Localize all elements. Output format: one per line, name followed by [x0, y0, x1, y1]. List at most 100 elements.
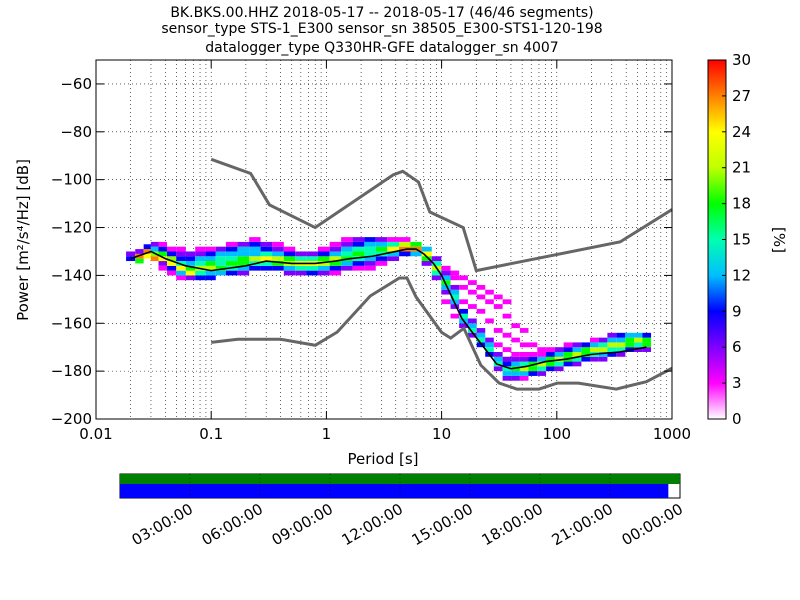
histogram-cell: [306, 270, 318, 276]
availability-bar: [120, 484, 669, 498]
colorbar-tick-label: 30: [732, 51, 751, 69]
histogram-cell: [329, 261, 342, 266]
histogram-cell: [364, 265, 376, 271]
histogram-cell: [272, 241, 284, 247]
histogram-cell: [352, 246, 365, 252]
timeline-tick-label: 09:00:00: [269, 500, 336, 549]
histogram-cell: [467, 328, 477, 333]
histogram-cell: [519, 371, 529, 376]
x-tick-label: 0.1: [199, 425, 223, 443]
histogram-cell: [554, 366, 564, 372]
histogram-cell: [249, 251, 261, 257]
mode-curve: [130, 248, 647, 370]
histogram-cell: [485, 318, 494, 324]
histogram-cell: [295, 251, 307, 257]
histogram-cell: [375, 246, 388, 252]
histogram-cell: [634, 347, 643, 352]
histogram-cell: [493, 304, 503, 309]
histogram-cell: [607, 332, 617, 338]
timeline-tick-label: 03:00:00: [129, 500, 196, 549]
histogram-cell: [476, 332, 486, 338]
histogram-cell: [511, 337, 520, 343]
histogram-cell: [375, 241, 388, 247]
histogram-cell: [295, 270, 307, 276]
x-tick-label: 1000: [653, 425, 691, 443]
histogram-cell: [493, 351, 503, 357]
title-line-2: sensor_type STS-1_E300 sensor_sn 38505_E…: [161, 21, 602, 37]
histogram-cell: [634, 332, 643, 338]
histogram-cell: [431, 261, 442, 266]
histogram-cell: [352, 241, 365, 247]
histogram-cell: [205, 246, 216, 252]
histogram-cell: [329, 246, 342, 252]
x-tick-label: 1: [322, 425, 332, 443]
histogram-cell: [431, 275, 442, 281]
histogram-cell: [607, 347, 617, 352]
histogram-cell: [205, 261, 216, 266]
histogram-cell: [537, 361, 547, 367]
histogram-cell: [581, 356, 591, 362]
histogram-cell: [459, 308, 468, 314]
histogram-cell: [249, 256, 261, 262]
x-tick-label: 0.01: [79, 425, 112, 443]
y-tick-label: −200: [51, 410, 92, 428]
histogram-cell: [625, 337, 635, 343]
histogram-cell: [493, 294, 503, 300]
histogram-cell: [519, 328, 529, 333]
colorbar-tick-label: 15: [732, 231, 751, 249]
histogram-cell: [364, 251, 376, 257]
colorbar-tick-label: 9: [732, 302, 742, 320]
histogram-cell: [143, 249, 151, 254]
histogram-cell: [493, 356, 503, 362]
histogram-cell: [237, 270, 250, 276]
ppsd-plot: 0.01 0.1 1 10 100 1000 −200 −180 −160 −140 −120 −1…: [14, 59, 691, 468]
histogram-cell: [642, 332, 652, 338]
histogram-cell: [205, 270, 216, 276]
histogram-cell: [476, 308, 486, 314]
histogram-cell: [185, 256, 196, 262]
histogram-cell: [205, 256, 216, 262]
histogram-cell: [167, 265, 177, 271]
histogram-cell: [625, 342, 635, 348]
histogram-cell: [616, 337, 626, 343]
histogram-cell: [493, 342, 503, 348]
colorbar-tick-label: 3: [732, 374, 742, 392]
histogram-cell: [126, 256, 136, 262]
histogram-cell: [476, 337, 486, 343]
histogram-cell: [519, 342, 529, 348]
histogram-cell: [352, 237, 365, 242]
y-axis-ticks: −200 −180 −160 −140 −120 −100 −80 −60: [51, 75, 672, 428]
histogram-cell: [283, 246, 296, 252]
histogram-cell: [185, 270, 196, 276]
timeline-tick-label: 00:00:00: [619, 500, 686, 549]
histogram-cell: [185, 251, 196, 257]
histogram-cell: [249, 265, 261, 271]
histogram-cell: [528, 351, 538, 357]
histogram-cell: [511, 351, 520, 357]
y-tick-label: −120: [51, 219, 92, 237]
histogram-cell: [467, 280, 477, 285]
histogram-cell: [467, 332, 477, 338]
histogram-cell: [546, 356, 555, 362]
histogram-cell: [598, 347, 608, 352]
histogram-cell: [283, 251, 296, 257]
x-axis-ticks: 0.01 0.1 1 10 100 1000: [79, 60, 691, 443]
histogram-cell: [519, 351, 529, 357]
histogram-cell: [364, 241, 376, 247]
histogram-cell: [283, 270, 296, 276]
histogram-cell: [450, 289, 460, 295]
histogram-cell: [431, 270, 442, 276]
histogram-cell: [176, 265, 186, 271]
x-tick-label: 10: [432, 425, 451, 443]
histogram-cell: [158, 261, 168, 266]
histogram-cell: [502, 371, 512, 376]
histogram-cell: [375, 261, 388, 266]
histogram-cell: [616, 347, 626, 352]
histogram-cell: [441, 275, 451, 281]
histogram-cell: [467, 289, 477, 295]
noise-model-lines: [210, 157, 673, 391]
histogram-cell: [176, 270, 186, 276]
histogram-cell: [410, 241, 422, 247]
histogram-cell: [459, 284, 468, 290]
histogram-cell: [485, 289, 494, 295]
